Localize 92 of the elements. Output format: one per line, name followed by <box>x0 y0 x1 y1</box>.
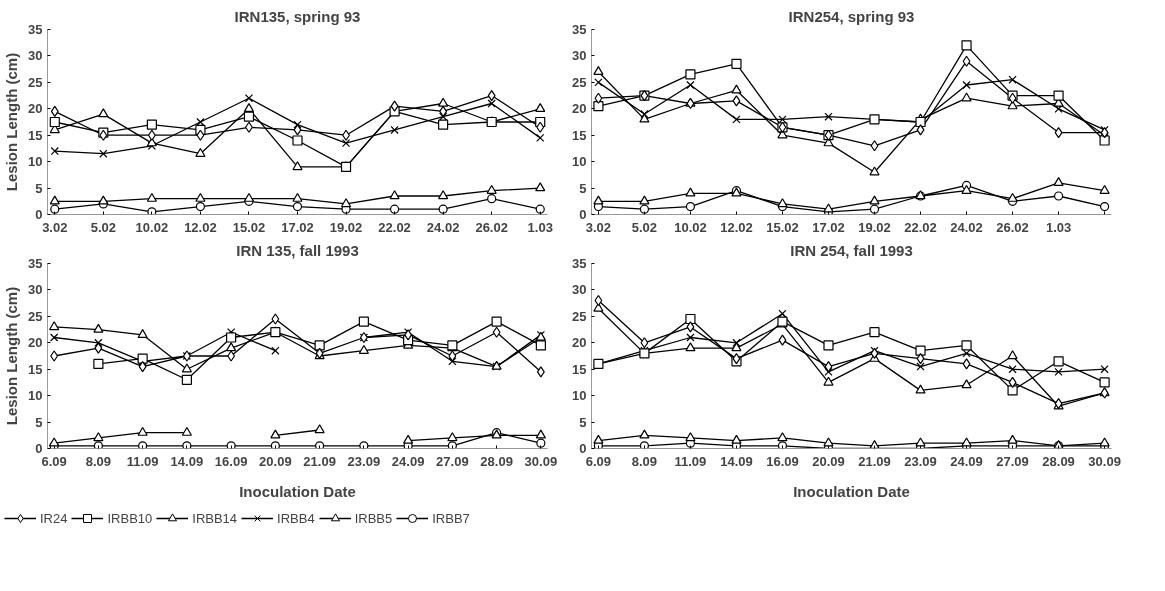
y-tick-label: 30 <box>28 48 43 64</box>
y-tick-label: 25 <box>572 308 587 324</box>
x-tick-label: 19.02 <box>858 219 891 235</box>
y-tick-label: 20 <box>572 101 587 117</box>
legend-label: IRBB10 <box>107 510 153 526</box>
x-tick-label: 20.09 <box>812 453 845 469</box>
x-tick-label: 26.02 <box>996 219 1029 235</box>
y-tick-label: 35 <box>572 256 587 271</box>
y-tick-label: 0 <box>579 441 587 456</box>
x-tick-label: 22.02 <box>378 219 411 235</box>
x-tick-label: 30.09 <box>524 453 558 469</box>
x-tick-label: 30.09 <box>1088 453 1121 469</box>
y-tick-label: 25 <box>572 74 587 90</box>
x-tick-label: 11.09 <box>674 453 707 469</box>
x-tick-label: 17.02 <box>812 219 845 235</box>
x-tick-label: 1.03 <box>527 219 553 235</box>
x-tick-label: 26.02 <box>475 219 508 235</box>
y-tick-label: 15 <box>572 361 587 377</box>
x-tick-label: 3.02 <box>585 219 612 235</box>
y-axis-title: Lesion Length (cm) <box>3 52 21 192</box>
x-tick-label: 21.09 <box>303 453 336 469</box>
y-tick-label: 20 <box>28 335 43 351</box>
x-tick-label: 12.02 <box>720 219 753 235</box>
y-tick-label: 5 <box>35 414 43 430</box>
x-tick-label: 10.02 <box>135 219 169 235</box>
x-tick-label: 22.02 <box>904 219 937 235</box>
x-tick-label: 14.09 <box>720 453 753 469</box>
x-tick-label: 12.02 <box>184 219 217 235</box>
x-tick-label: 6.09 <box>41 453 67 469</box>
x-tick-label: 24.02 <box>426 219 460 235</box>
y-tick-label: 25 <box>28 74 43 90</box>
x-tick-label: 24.09 <box>391 453 425 469</box>
y-tick-label: 5 <box>579 180 587 196</box>
x-tick-label: 24.09 <box>950 453 983 469</box>
y-tick-label: 5 <box>35 180 43 196</box>
y-tick-label: 20 <box>28 101 43 117</box>
y-tick-label: 35 <box>28 256 43 271</box>
x-tick-label: 1.03 <box>1045 219 1072 235</box>
y-tick-label: 30 <box>28 282 43 298</box>
x-tick-label: 21.09 <box>858 453 891 469</box>
legend-label: IRBB5 <box>354 510 393 526</box>
x-tick-label: 28.09 <box>1042 453 1075 469</box>
y-tick-label: 35 <box>28 22 43 37</box>
y-tick-label: 10 <box>572 154 587 170</box>
x-tick-label: 8.09 <box>631 453 658 469</box>
y-tick-label: 25 <box>28 308 43 324</box>
y-tick-label: 0 <box>35 207 43 222</box>
x-tick-label: 11.09 <box>126 453 159 469</box>
x-tick-label: 23.09 <box>904 453 937 469</box>
x-tick-label: 14.09 <box>170 453 204 469</box>
x-tick-label: 16.09 <box>214 453 248 469</box>
x-tick-label: 23.09 <box>347 453 381 469</box>
x-tick-label: 10.02 <box>674 219 707 235</box>
x-tick-label: 8.09 <box>85 453 112 469</box>
x-tick-label: 5.02 <box>90 219 116 235</box>
x-tick-label: 24.02 <box>950 219 983 235</box>
y-tick-label: 0 <box>579 207 587 222</box>
legend-label: IR24 <box>40 510 68 526</box>
y-tick-label: 10 <box>28 154 43 170</box>
x-tick-label: 17.02 <box>281 219 314 235</box>
x-tick-label: 6.09 <box>585 453 612 469</box>
chart-title: IRN 135, fall 1993 <box>236 241 359 259</box>
x-tick-label: 5.02 <box>631 219 658 235</box>
y-tick-label: 10 <box>572 388 587 404</box>
x-tick-label: 27.09 <box>436 453 469 469</box>
chart-title: IRN 254, fall 1993 <box>790 241 913 259</box>
y-tick-label: 15 <box>572 127 587 143</box>
x-tick-label: 27.09 <box>996 453 1029 469</box>
y-tick-label: 30 <box>572 282 587 298</box>
x-axis-title: Inoculation Date <box>793 482 910 500</box>
x-tick-label: 3.02 <box>42 219 68 235</box>
y-tick-label: 15 <box>28 127 43 143</box>
y-tick-label: 35 <box>572 22 587 37</box>
y-tick-label: 15 <box>28 361 43 377</box>
legend-label: IRBB14 <box>192 510 238 526</box>
legend-label: IRBB4 <box>277 510 315 526</box>
x-tick-label: 15.02 <box>766 219 799 235</box>
chart-title: IRN135, spring 93 <box>234 7 361 25</box>
y-tick-label: 10 <box>28 388 43 404</box>
x-tick-label: 20.09 <box>259 453 292 469</box>
y-tick-label: 20 <box>572 335 587 351</box>
legend-label: IRBB7 <box>432 510 470 526</box>
x-tick-label: 15.02 <box>232 219 266 235</box>
x-axis-title: Inoculation Date <box>239 482 356 500</box>
y-tick-label: 0 <box>35 441 43 456</box>
chart-title: IRN254, spring 93 <box>788 7 915 25</box>
y-tick-label: 5 <box>579 414 587 430</box>
x-tick-label: 16.09 <box>766 453 799 469</box>
y-tick-label: 30 <box>572 48 587 64</box>
x-tick-label: 28.09 <box>480 453 513 469</box>
y-axis-title: Lesion Length (cm) <box>3 286 21 426</box>
x-tick-label: 19.02 <box>329 219 363 235</box>
